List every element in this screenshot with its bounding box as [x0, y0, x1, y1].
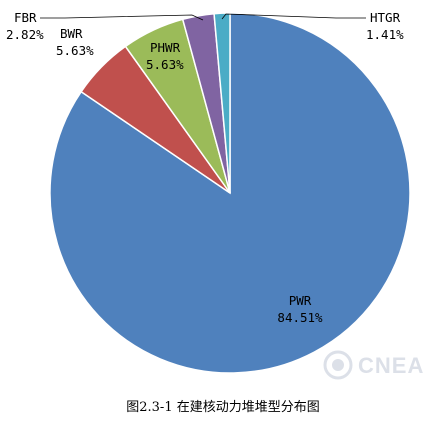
- pie-slices: [49, 12, 411, 374]
- slice-name-htgr: HTGR: [370, 10, 401, 25]
- slice-name-phwr: PHWR: [150, 40, 181, 55]
- figure-caption: 图2.3-1 在建核动力堆堆型分布图: [126, 400, 320, 415]
- leader-lines: [40, 13, 366, 21]
- watermark-logo-core-icon: [332, 359, 344, 371]
- slice-name-bwr: BWR: [60, 26, 83, 41]
- slice-value-phwr: 5.63%: [146, 57, 184, 72]
- leader-line-htgr: [221, 13, 366, 20]
- watermark-logo-icon: [323, 350, 353, 380]
- pie-slice-htgr: [213, 12, 231, 194]
- watermark: CNEA: [323, 350, 424, 380]
- slice-value-htgr: 1.41%: [366, 27, 404, 42]
- watermark-text: CNEA: [358, 353, 424, 378]
- leader-line-fbr: [40, 14, 204, 21]
- slice-value-pwr: 84.51%: [277, 310, 323, 325]
- slice-labels: PWR 84.51% BWR 5.63% PHWR 5.63% FBR 2.82% HTGR 1.…: [6, 10, 404, 325]
- slice-value-fbr: 2.82%: [6, 27, 44, 42]
- slice-name-fbr: FBR: [14, 10, 37, 25]
- slice-value-bwr: 5.63%: [56, 43, 94, 58]
- slice-name-pwr: PWR: [289, 293, 312, 308]
